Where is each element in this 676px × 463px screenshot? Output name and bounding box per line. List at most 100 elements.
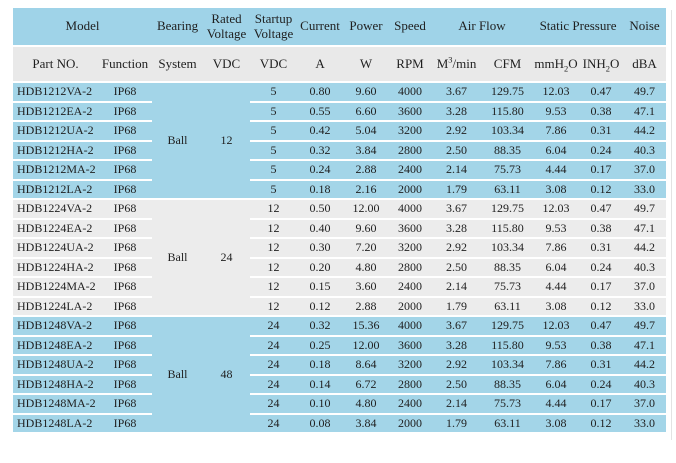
cell-power: 15.36 [343,316,390,337]
col-header-air-flow: Air Flow [431,8,534,47]
cell-pressure-inh2o: 0.24 [579,140,624,161]
cell-startup-voltage: 24 [250,413,298,434]
table-row: HDB1224LA-2 IP68 12 0.12 2.88 2000 1.79 63.11 3.… [13,296,667,317]
col-header-system: System [152,46,204,83]
cell-startup-voltage: 5 [250,121,298,142]
cell-airflow-m3min: 3.28 [431,335,483,356]
cell-airflow-cfm: 103.34 [482,121,534,142]
table-row: HDB1224VA-2 IP68 Ball 24 12 0.50 12.00 4000 3.67… [13,199,667,317]
cell-current: 0.20 [297,257,344,278]
table-row: HDB1212EA-2 IP68 5 0.55 6.60 3600 3.28 115.80 9.… [13,101,667,122]
cell-airflow-cfm: 75.73 [482,277,534,298]
cell-pressure-mmh2o: 6.04 [533,140,580,161]
cell-noise-dba: 47.1 [623,335,667,356]
cell-function: IP68 [98,296,153,317]
cell-noise-dba: 33.0 [623,296,667,317]
cell-function: IP68 [98,413,153,434]
cell-startup-voltage: 5 [250,101,298,122]
cell-pressure-inh2o: 0.24 [579,374,624,395]
cell-startup-voltage: 12 [250,257,298,278]
table-row: HDB1212HA-2 IP68 5 0.32 3.84 2800 2.50 88.35 6.0… [13,140,667,161]
cell-power: 2.88 [343,160,390,181]
table-row: HDB1248MA-2 IP68 24 0.10 4.80 2400 2.14 75.73 4.… [13,394,667,415]
cell-airflow-m3min: 1.79 [431,179,483,200]
cell-airflow-cfm: 129.75 [482,199,534,220]
col-header-speed: Speed [389,8,432,47]
table-row: HDB1212VA-2 IP68 Ball 12 5 0.80 9.60 4000 3.67 12… [13,82,667,200]
cell-airflow-m3min: 2.50 [431,257,483,278]
cell-pressure-inh2o: 0.12 [579,413,624,434]
cell-noise-dba: 40.3 [623,374,667,395]
cell-function: IP68 [98,257,153,278]
cell-startup-voltage: 24 [250,355,298,376]
cell-pressure-inh2o: 0.12 [579,296,624,317]
cell-startup-voltage: 12 [250,296,298,317]
cell-power: 7.20 [343,238,390,259]
cell-current: 0.40 [297,218,344,239]
col-header-rated-vdc: VDC [203,46,251,83]
cell-noise-dba: 49.7 [623,82,667,103]
table-row: HDB1212MA-2 IP68 5 0.24 2.88 2400 2.14 75.73 4.4… [13,160,667,181]
table-row: HDB1248UA-2 IP68 24 0.18 8.64 3200 2.92 103.34 7… [13,355,667,376]
table-row: HDB1248LA-2 IP68 24 0.08 3.84 2000 1.79 63.11 3.… [13,413,667,434]
cell-power: 6.60 [343,101,390,122]
cell-startup-voltage: 12 [250,238,298,259]
cell-noise-dba: 49.7 [623,199,667,220]
cell-airflow-cfm: 115.80 [482,101,534,122]
cell-speed: 3200 [389,121,432,142]
col-header-startup-vdc: VDC [250,46,298,83]
cell-part-no: HDB1224VA-2 [13,199,98,220]
cell-rated-voltage: 24 [203,199,251,317]
cell-power: 9.60 [343,218,390,239]
fan-spec-table: Model Bearing Rated Voltage Startup Volt… [13,8,667,434]
cell-noise-dba: 33.0 [623,413,667,434]
cell-airflow-cfm: 88.35 [482,257,534,278]
cell-part-no: HDB1248VA-2 [13,316,98,337]
cell-pressure-mmh2o: 9.53 [533,335,580,356]
cell-current: 0.55 [297,101,344,122]
cell-noise-dba: 47.1 [623,101,667,122]
cell-airflow-cfm: 103.34 [482,238,534,259]
cell-bearing-system: Ball [152,316,204,434]
cell-airflow-m3min: 1.79 [431,413,483,434]
cell-speed: 2800 [389,257,432,278]
cell-part-no: HDB1248UA-2 [13,355,98,376]
cell-function: IP68 [98,355,153,376]
table-row: HDB1224UA-2 IP68 12 0.30 7.20 3200 2.92 103.34 7… [13,238,667,259]
cell-current: 0.50 [297,199,344,220]
col-header-current: Current [297,8,344,47]
cell-function: IP68 [98,335,153,356]
cell-startup-voltage: 24 [250,374,298,395]
cell-noise-dba: 49.7 [623,316,667,337]
cell-part-no: HDB1248EA-2 [13,335,98,356]
cell-function: IP68 [98,277,153,298]
cell-current: 0.30 [297,238,344,259]
cell-airflow-m3min: 3.67 [431,316,483,337]
col-header-model: Model [13,8,153,47]
cell-power: 3.60 [343,277,390,298]
cell-airflow-cfm: 103.34 [482,355,534,376]
cell-pressure-inh2o: 0.12 [579,179,624,200]
cell-pressure-mmh2o: 7.86 [533,238,580,259]
cell-startup-voltage: 5 [250,82,298,103]
cell-function: IP68 [98,179,153,200]
col-header-power: Power [343,8,390,47]
cell-pressure-mmh2o: 7.86 [533,355,580,376]
cell-airflow-cfm: 88.35 [482,374,534,395]
col-header-noise: Noise [623,8,667,47]
table-header: Model Bearing Rated Voltage Startup Volt… [13,8,667,83]
cell-part-no: HDB1212UA-2 [13,121,98,142]
col-header-rpm: RPM [389,46,432,83]
cell-part-no: HDB1248MA-2 [13,394,98,415]
cell-part-no: HDB1224EA-2 [13,218,98,239]
cell-pressure-mmh2o: 3.08 [533,296,580,317]
table-row: HDB1224MA-2 IP68 12 0.15 3.60 2400 2.14 75.73 4.… [13,277,667,298]
header-row-units: Part NO. Function System VDC VDC A W RPM… [13,46,667,83]
cell-pressure-inh2o: 0.17 [579,160,624,181]
cell-startup-voltage: 5 [250,140,298,161]
cell-airflow-m3min: 2.14 [431,160,483,181]
cell-pressure-inh2o: 0.38 [579,335,624,356]
cell-startup-voltage: 12 [250,277,298,298]
cell-speed: 4000 [389,199,432,220]
cell-power: 2.16 [343,179,390,200]
